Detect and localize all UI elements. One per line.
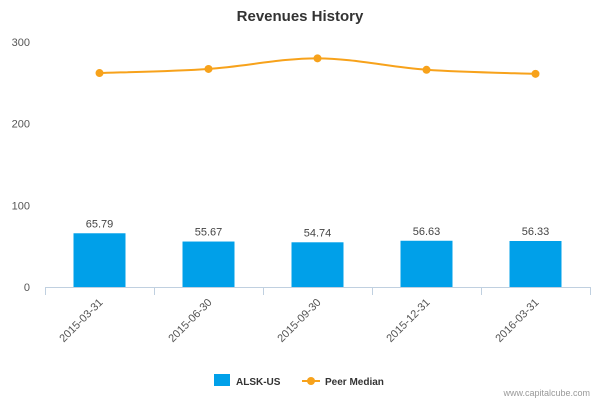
chart-title: Revenues History [237, 8, 364, 25]
legend: ALSK-US Peer Median [214, 374, 384, 388]
bar [509, 240, 562, 287]
bar-data-label: 55.67 [195, 227, 223, 239]
y-tick-label: 100 [12, 200, 30, 212]
y-axis: 0 100 200 300 [12, 37, 30, 294]
bar-data-labels: 65.79 55.67 54.74 56.63 56.33 [86, 218, 550, 239]
line-series [95, 54, 540, 78]
legend-bar-label: ALSK-US [236, 377, 281, 388]
bar [291, 242, 344, 287]
legend-bar-swatch [214, 374, 230, 386]
bar [400, 240, 453, 287]
bar-data-label: 65.79 [86, 218, 114, 230]
peer-median-marker [422, 65, 431, 74]
y-tick-label: 0 [24, 282, 30, 294]
x-tick-label: 2016-03-31 [493, 297, 541, 345]
credit-text: www.capitalcube.com [502, 388, 590, 398]
bar-data-label: 54.74 [304, 227, 332, 239]
x-axis: 2015-03-31 2015-06-30 2015-09-30 2015-12-31… [45, 287, 591, 345]
y-tick-label: 300 [12, 37, 30, 49]
peer-median-marker [95, 69, 104, 78]
peer-median-marker [313, 54, 322, 63]
legend-line-marker [307, 377, 315, 385]
x-tick-label: 2015-09-30 [275, 297, 323, 345]
x-tick-label: 2015-12-31 [384, 297, 432, 345]
x-tick-label: 2015-06-30 [166, 297, 214, 345]
bar-data-label: 56.33 [522, 226, 550, 238]
x-tick-label: 2015-03-31 [57, 297, 105, 345]
peer-median-marker [531, 69, 540, 78]
bar [73, 233, 126, 287]
peer-median-marker [204, 64, 213, 73]
bar [182, 241, 235, 287]
y-tick-label: 200 [12, 119, 30, 131]
bar-data-label: 56.63 [413, 226, 441, 238]
bar-series [73, 233, 562, 287]
legend-line-label: Peer Median [325, 377, 384, 388]
